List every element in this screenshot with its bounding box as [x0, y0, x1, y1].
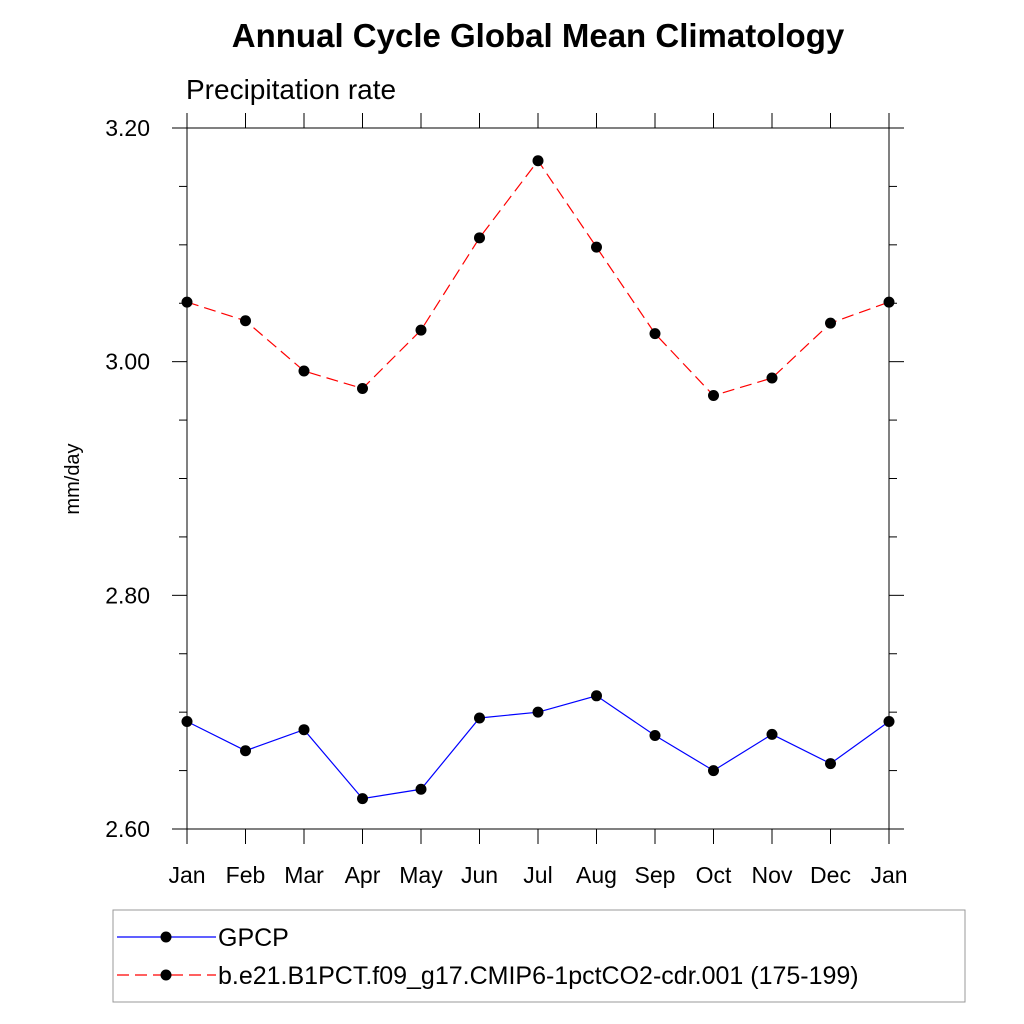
- series-2-point: [474, 232, 485, 244]
- series-1-point: [708, 765, 719, 777]
- series-2-point: [708, 390, 719, 402]
- x-tick-label: Nov: [752, 862, 793, 888]
- series-1-point: [825, 758, 836, 770]
- x-tick-label: Mar: [284, 862, 324, 888]
- chart-subtitle: Precipitation rate: [186, 74, 396, 105]
- x-tick-label: Apr: [345, 862, 381, 888]
- y-tick-label: 3.00: [105, 349, 150, 375]
- y-tick-label: 3.20: [105, 115, 150, 141]
- series-2-point: [883, 296, 895, 308]
- series-1-point: [649, 730, 661, 742]
- series-1-point: [298, 724, 310, 736]
- series-2-point: [825, 317, 836, 329]
- legend: GPCP b.e21.B1PCT.f09_g17.CMIP6-1pctCO2-cd…: [117, 924, 859, 990]
- x-tick-label: Feb: [226, 862, 266, 888]
- series-1-point: [240, 745, 251, 757]
- x-tick-label: Aug: [576, 862, 617, 888]
- y-axis-label: mm/day: [62, 443, 84, 514]
- x-tick-label: Oct: [696, 862, 732, 888]
- series-2-point: [766, 372, 778, 384]
- series-1-point: [883, 716, 895, 728]
- series-line-2: [186, 159, 890, 397]
- series-1-point: [415, 783, 427, 795]
- legend-box: [112, 909, 966, 1003]
- legend-label-2: b.e21.B1PCT.f09_g17.CMIP6-1pctCO2-cdr.00…: [218, 962, 859, 990]
- series-2-point: [415, 324, 427, 336]
- legend-marker-2: [160, 969, 172, 981]
- plot-frame: [186, 127, 890, 830]
- series-1-point: [181, 716, 193, 728]
- series-2-point: [181, 296, 193, 308]
- y-tick-label: 2.60: [105, 816, 150, 842]
- x-tick-label: Dec: [810, 862, 851, 888]
- series-2-point: [298, 365, 310, 377]
- series-2-point: [240, 315, 251, 327]
- series-1-point: [357, 793, 368, 805]
- x-tick-label: Jan: [870, 862, 907, 888]
- series-1-point: [474, 712, 485, 724]
- series-2-point: [591, 241, 602, 253]
- chart-title: Annual Cycle Global Mean Climatology: [232, 17, 845, 54]
- legend-marker-1: [160, 931, 172, 943]
- series-2-point: [357, 383, 368, 395]
- x-tick-label: Jul: [523, 862, 552, 888]
- x-tick-label: May: [399, 862, 443, 888]
- axes: 2.60 2.80 3.00 3.20 Jan Feb Mar Apr May Jun Jul Aug…: [105, 113, 908, 888]
- x-tick-label: Jan: [168, 862, 205, 888]
- x-tick-label: Jun: [461, 862, 498, 888]
- x-tick-label: Sep: [635, 862, 676, 888]
- y-tick-label: 2.80: [105, 582, 150, 608]
- series-2-point: [649, 328, 661, 340]
- series-1-point: [532, 706, 544, 718]
- series-1-point: [766, 728, 778, 740]
- legend-label-1: GPCP: [218, 924, 289, 952]
- series-1-point: [591, 690, 602, 702]
- series-2-point: [532, 155, 544, 167]
- plot-series: [181, 155, 895, 805]
